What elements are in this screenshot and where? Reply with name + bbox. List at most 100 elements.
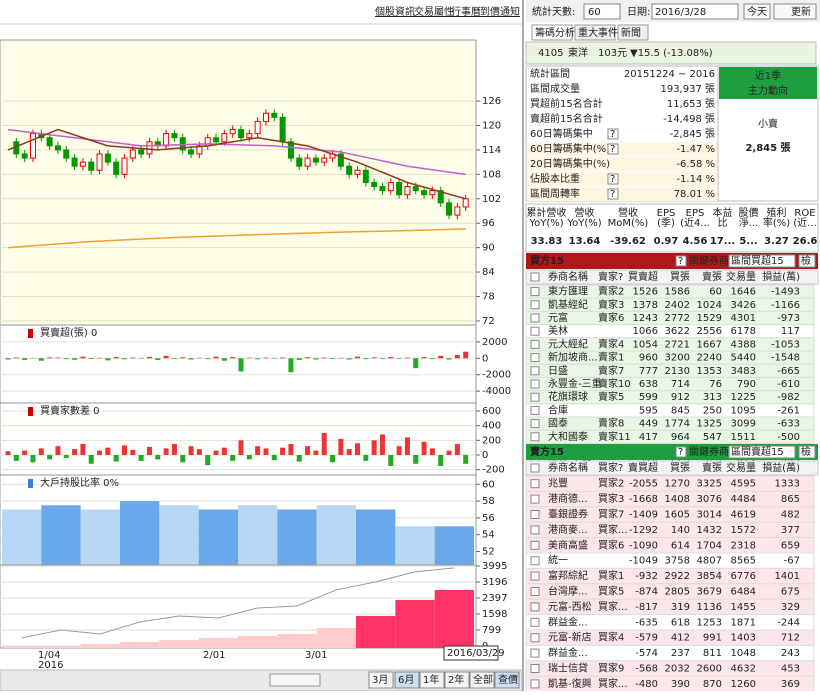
range-button-label[interactable]: 2年 — [448, 673, 464, 686]
range-button-label[interactable]: 查價 — [498, 673, 518, 686]
checkbox[interactable] — [531, 495, 539, 503]
range-button-label[interactable]: 6月 — [398, 674, 414, 686]
help-mark[interactable]: ? — [678, 256, 683, 267]
stat-value: -1.47 % — [676, 144, 715, 155]
refresh-label[interactable]: 更新 — [791, 5, 811, 18]
column-header: 賣買超 — [628, 461, 658, 474]
checkbox[interactable] — [531, 464, 539, 472]
cell: 東方匯理 — [548, 285, 588, 298]
cell: 2402 — [665, 300, 690, 311]
cell: 2600 — [697, 664, 722, 675]
today-label[interactable]: 今天 — [747, 5, 767, 18]
y-tick-label: 54 — [482, 530, 495, 541]
cell: 2318 — [731, 540, 756, 551]
tab-label[interactable]: 籌碼分析 — [535, 26, 575, 39]
bar — [147, 357, 152, 358]
cell: -1049 — [629, 556, 658, 567]
checkbox[interactable] — [531, 634, 539, 642]
checkbox[interactable] — [531, 367, 539, 375]
checkbox[interactable] — [531, 420, 539, 428]
bar — [380, 434, 385, 455]
column-header: 損益(萬) — [762, 461, 800, 474]
checkbox[interactable] — [531, 393, 539, 401]
checkbox[interactable] — [531, 649, 539, 657]
bar — [422, 442, 427, 455]
checkbox[interactable] — [531, 603, 539, 611]
checkbox[interactable] — [531, 665, 539, 673]
bar — [114, 455, 119, 462]
cell: 4807 — [697, 556, 722, 567]
range-button-label[interactable]: 全部 — [473, 673, 493, 686]
filter-btn-label[interactable]: 檢 — [801, 445, 811, 458]
cell: 2130 — [665, 366, 690, 377]
bar — [89, 358, 94, 359]
checkbox[interactable] — [531, 354, 539, 362]
panel-icon — [28, 479, 33, 488]
header-link[interactable]: 行事曆 — [451, 5, 481, 18]
checkbox[interactable] — [531, 301, 539, 309]
help-mark[interactable]: ? — [610, 189, 615, 200]
bar — [81, 509, 120, 565]
bar — [39, 358, 44, 360]
checkbox[interactable] — [531, 572, 539, 580]
candle — [430, 191, 435, 195]
header-link[interactable]: 到價通知 — [480, 5, 520, 18]
checkbox[interactable] — [531, 406, 539, 414]
tab-label[interactable]: 重大事件 — [578, 26, 618, 39]
help-mark[interactable]: ? — [610, 174, 615, 185]
cell: 2805 — [665, 587, 690, 598]
cell: -579 — [635, 633, 658, 644]
cell: 4388 — [731, 339, 756, 350]
checkbox[interactable] — [531, 273, 539, 281]
cell: 369 — [781, 679, 800, 690]
y-tick-label: 90 — [482, 243, 495, 254]
checkbox[interactable] — [531, 526, 539, 534]
header-link[interactable]: 個股資訊 — [375, 5, 415, 18]
checkbox[interactable] — [531, 557, 539, 565]
cell: 賣家6 — [598, 311, 624, 324]
filter-value[interactable]: 區間買超15 — [731, 254, 784, 267]
fund-header: 率(%) — [763, 216, 790, 229]
scrollbar[interactable] — [270, 674, 320, 686]
cell: 日盛 — [548, 364, 568, 377]
bar — [280, 448, 285, 455]
checkbox[interactable] — [531, 380, 539, 388]
bar — [288, 444, 293, 455]
checkbox[interactable] — [531, 327, 539, 335]
cell: 1333 — [775, 479, 800, 490]
checkbox[interactable] — [531, 680, 539, 688]
cell: 賣家4 — [598, 337, 624, 350]
checkbox[interactable] — [531, 433, 539, 441]
bar — [47, 357, 52, 358]
help-mark[interactable]: ? — [610, 129, 615, 140]
checkbox[interactable] — [531, 288, 539, 296]
filter-btn-label[interactable]: 檢 — [801, 254, 811, 267]
panel-title: 大戶持股比率 0% — [40, 476, 119, 489]
filter-value[interactable]: 區間賣超15 — [731, 445, 784, 458]
checkbox[interactable] — [531, 314, 539, 322]
days-value[interactable]: 60 — [588, 7, 601, 18]
stock-price: 103元 — [598, 48, 627, 59]
bar — [122, 445, 127, 455]
checkbox[interactable] — [531, 541, 539, 549]
checkbox[interactable] — [531, 618, 539, 626]
checkbox[interactable] — [531, 588, 539, 596]
bar — [455, 444, 460, 455]
range-button-label[interactable]: 1年 — [423, 673, 439, 686]
help-mark[interactable]: ? — [678, 447, 683, 458]
tab-label[interactable]: 新聞 — [621, 26, 641, 39]
cell: 777 — [639, 366, 658, 377]
checkbox[interactable] — [531, 511, 539, 519]
bar — [164, 356, 169, 358]
range-button-label[interactable]: 3月 — [372, 674, 388, 686]
bar — [255, 446, 260, 455]
cell: 250 — [703, 405, 722, 416]
date-value[interactable]: 2016/3/28 — [655, 7, 706, 18]
bar — [189, 358, 194, 359]
help-mark[interactable]: ? — [610, 144, 615, 155]
checkbox[interactable] — [531, 340, 539, 348]
header-link[interactable]: 交易屬性 — [414, 5, 454, 18]
cell: 4619 — [731, 510, 756, 521]
column-header: 買張 — [670, 271, 690, 283]
checkbox[interactable] — [531, 480, 539, 488]
